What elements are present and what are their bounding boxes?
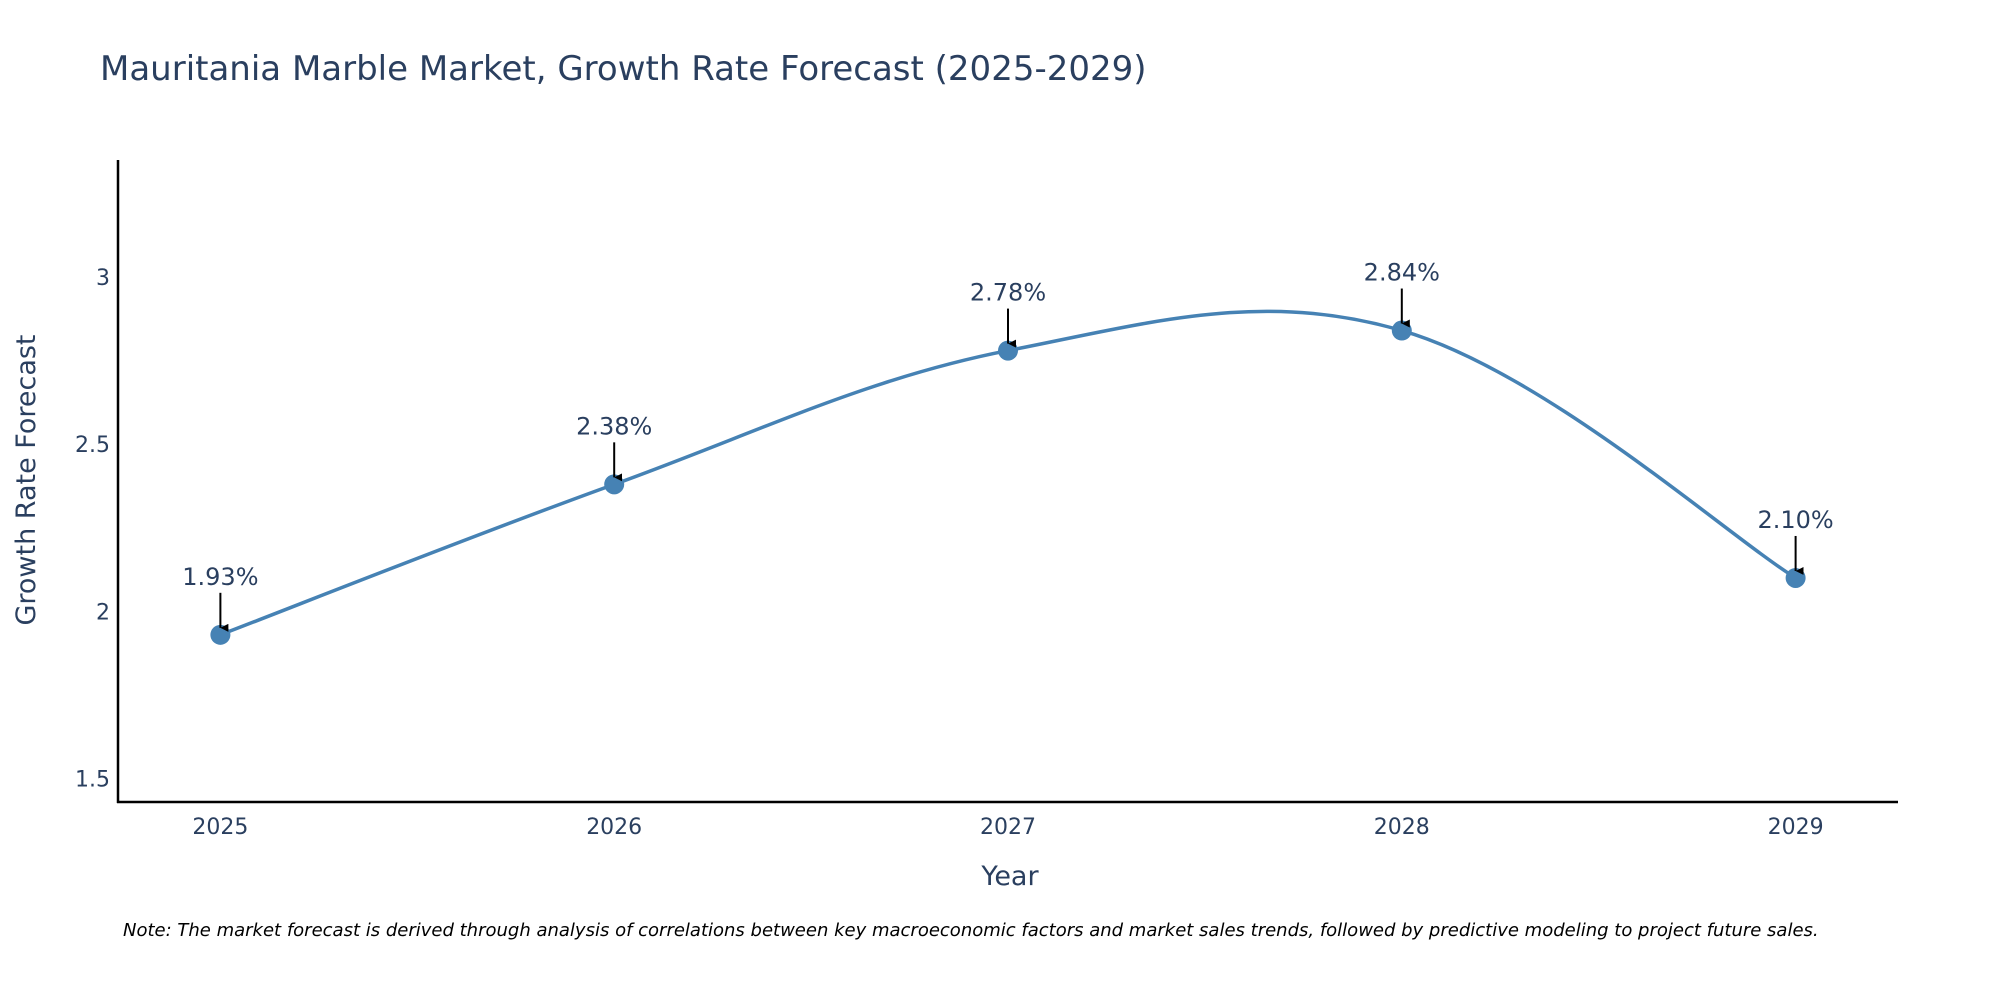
x-axis-title: Year bbox=[980, 861, 1039, 892]
data-points bbox=[210, 320, 1806, 645]
data-label: 2.78% bbox=[970, 279, 1046, 307]
x-tick-label: 2025 bbox=[192, 815, 248, 840]
y-tick-label: 2.5 bbox=[75, 433, 110, 458]
y-tick-label: 2 bbox=[96, 600, 110, 625]
data-label: 2.38% bbox=[576, 412, 652, 440]
x-tick-label: 2027 bbox=[980, 815, 1036, 840]
y-tick-label: 1.5 bbox=[75, 768, 110, 793]
y-axis-title: Growth Rate Forecast bbox=[11, 334, 42, 625]
y-tick-label: 3 bbox=[96, 266, 110, 291]
data-label: 1.93% bbox=[182, 563, 258, 591]
data-label: 2.10% bbox=[1757, 506, 1833, 534]
x-tick-label: 2026 bbox=[586, 815, 642, 840]
x-axis-ticks: 2025 2026 2027 2028 2029 bbox=[192, 815, 1823, 840]
x-tick-label: 2028 bbox=[1374, 815, 1430, 840]
data-label: 2.84% bbox=[1364, 259, 1440, 287]
y-axis-ticks: 1.5 2 2.5 3 bbox=[75, 266, 110, 793]
footnote: Note: The market forecast is derived thr… bbox=[123, 920, 1819, 941]
data-annotations: 1.93% 2.38% 2.78% 2.84% 2.10% bbox=[182, 259, 1834, 632]
x-tick-label: 2029 bbox=[1768, 815, 1824, 840]
chart-title: Mauritania Marble Market, Growth Rate Fo… bbox=[100, 49, 1147, 89]
